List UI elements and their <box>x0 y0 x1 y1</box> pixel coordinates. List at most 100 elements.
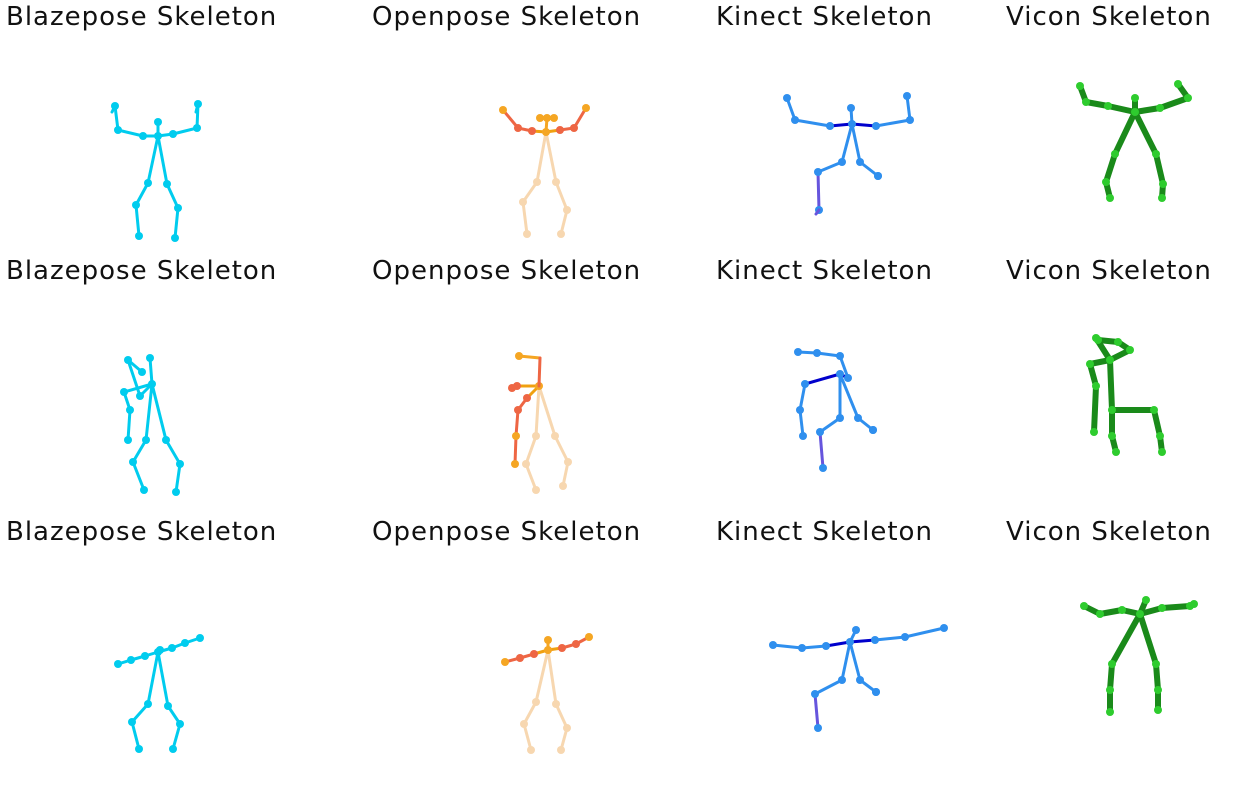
vicon-r1-joint-rhip <box>1152 150 1160 158</box>
vicon-r3-joint-lan <box>1106 708 1114 716</box>
blazepose-r1-joint-lhip <box>144 179 152 187</box>
vicon-r3-joint-ran <box>1154 706 1162 714</box>
openpose-r3-joint-lwr <box>501 658 509 666</box>
kinect-r1-bone-2 <box>850 122 878 128</box>
kinect-r2-joint-rhip <box>854 414 862 422</box>
vicon-r3-joint-neck <box>1136 610 1144 618</box>
kinect-r3-bone-5 <box>873 635 907 642</box>
vicon-r2-joint-lkn <box>1108 432 1116 440</box>
openpose-r1-joint-rel <box>570 124 578 132</box>
openpose-r3-joint-rkn <box>563 724 571 732</box>
openpose-r1-joint-lkn <box>519 198 527 206</box>
vicon-r2-bone-8 <box>1107 357 1115 413</box>
openpose-r3-joint-neck <box>544 646 552 654</box>
vicon-r3-joint-lsh <box>1118 606 1126 614</box>
blazepose-r1-joint-head <box>154 118 162 126</box>
blazepose-r2-bone-12 <box>148 356 154 386</box>
openpose-r1-joint-ran <box>557 230 565 238</box>
vicon-r1-bone-7 <box>1112 109 1138 157</box>
blazepose-r1-bone-11 <box>173 206 180 240</box>
openpose-r3-bone-6 <box>534 648 550 704</box>
kinect-r2-joint-rsh <box>844 374 852 382</box>
openpose-r1-joint-head <box>543 114 551 122</box>
vicon-r3-bone-5 <box>1159 603 1193 611</box>
kinect-r2-joint-lkn <box>816 428 824 436</box>
vicon-r1-joint-lkn <box>1102 178 1110 186</box>
kinect-r1-joint-neck <box>848 120 856 128</box>
kinect-r1-ankle <box>814 208 821 216</box>
blazepose-r1-joint-rsh <box>169 130 177 138</box>
blazepose-r3-joint-lhip <box>144 700 152 708</box>
kinect-r3-bone-4 <box>771 643 804 650</box>
vicon-r2-joint-neck <box>1106 356 1114 364</box>
blazepose-r1-hand-l <box>110 104 117 114</box>
blazepose-r1-joint-rkn <box>174 204 182 212</box>
vicon-r1-joint-rkn <box>1159 180 1167 188</box>
blazepose-r1-bone-8 <box>134 181 150 207</box>
vicon-r2-joint-lsh <box>1086 360 1094 368</box>
kinect-r1-bone-5 <box>874 118 912 128</box>
blazepose-r3-joint-rsh <box>168 644 176 652</box>
vicon-r3-bone-8 <box>1137 611 1159 667</box>
title-vicon-row1: Vicon Skeleton <box>1006 2 1212 32</box>
openpose-r2-joint-ran <box>559 482 567 490</box>
kinect-r3-bone-6 <box>903 626 946 639</box>
vicon-r2-joint-lel <box>1092 382 1100 390</box>
kinect-r3-bone-2 <box>848 638 877 644</box>
openpose-r3-joint-lel <box>516 654 524 662</box>
openpose-r3-bone-8 <box>522 700 538 726</box>
openpose-r1-joint-lan <box>523 230 531 238</box>
kinect-r2-joint-lsh <box>801 380 809 388</box>
openpose-r1-joint-lsh <box>528 127 536 135</box>
blazepose-r2-bone-6 <box>144 382 154 442</box>
openpose-r1-joint-rwr <box>582 104 590 112</box>
blazepose-r1-joint-lan <box>135 232 143 240</box>
blazepose-r2-joint-lsh <box>136 392 144 400</box>
kinect-r1-bone-9 <box>816 160 844 174</box>
kinect-r2-joint-rwr <box>813 349 821 357</box>
kinect-r2-bone-8 <box>838 372 860 420</box>
openpose-r1-bone-6 <box>535 130 548 184</box>
vicon-r3-joint-lwr <box>1080 602 1088 610</box>
blazepose-r3-joint-lwr <box>114 660 122 668</box>
blazepose-r2-joint-rhip <box>162 436 170 444</box>
kinect-r3-joint-neck <box>846 638 854 646</box>
title-vicon-row2: Vicon Skeleton <box>1006 256 1212 286</box>
kinect-r1-joint-lkn <box>814 168 822 176</box>
vicon-r1-bone-1 <box>1105 103 1138 115</box>
blazepose-r2-joint-rwr <box>124 436 132 444</box>
kinect-r2-joint-ran <box>869 426 877 434</box>
kinect-r3-joint-lkn <box>811 690 819 698</box>
blazepose-r1-joint-neck <box>154 132 162 140</box>
openpose-r2-bone-11 <box>561 460 570 488</box>
vicon-r3-joint-rwr <box>1190 600 1198 608</box>
vicon-r3-joint-rhip <box>1152 660 1160 668</box>
kinect-r1-bone-3 <box>793 118 832 128</box>
openpose-r3-bone-9 <box>522 722 533 752</box>
openpose-r1-joint-lhip <box>533 178 541 186</box>
vicon-r2-bone-12 <box>1151 407 1163 439</box>
vicon-r2-joint-rwr <box>1094 336 1102 344</box>
blazepose-r2-joint-lan <box>140 486 148 494</box>
openpose-r3-joint-rhip <box>552 700 560 708</box>
blazepose-r1-bone-3 <box>113 104 120 132</box>
kinect-r1-joint-lwr <box>783 94 791 102</box>
openpose-r3-joint-rsh <box>558 644 566 652</box>
blazepose-r2-bone-2 <box>126 358 142 398</box>
vicon-r1-bone-5 <box>1157 95 1191 111</box>
openpose-r2-joint-rel <box>508 384 516 392</box>
blazepose-r1-bone-4 <box>171 126 199 136</box>
kinect-r3-joint-lhip <box>838 676 846 684</box>
blazepose-r2-joint-head <box>146 354 154 362</box>
kinect-r3-joint-lsh <box>822 642 830 650</box>
kinect-r3-joint-rel <box>901 633 909 641</box>
blazepose-r3-bone-11 <box>171 722 182 751</box>
vicon-r1-bone-2 <box>1132 105 1163 115</box>
blazepose-r3-bone-7 <box>156 650 170 708</box>
vicon-r2-joint-rsh <box>1126 346 1134 354</box>
vicon-r3-bone-9 <box>1107 661 1115 693</box>
blazepose-r1-joint-lkn <box>132 201 140 209</box>
openpose-r2-joint-rwr <box>511 460 519 468</box>
kinect-r1-joint-lhip <box>838 158 846 166</box>
